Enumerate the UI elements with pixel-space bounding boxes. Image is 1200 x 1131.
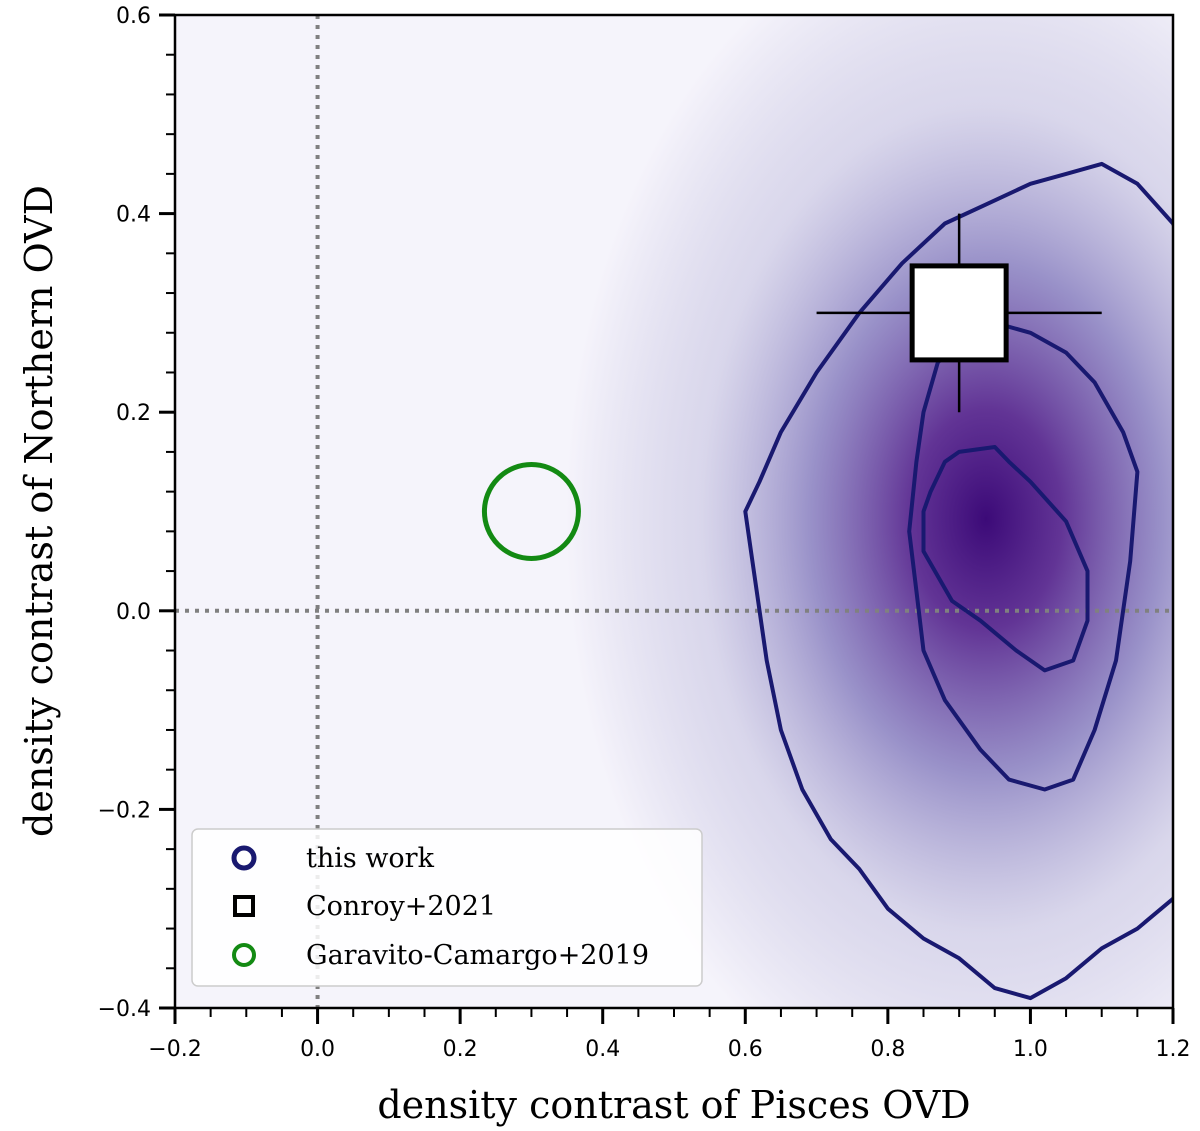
legend-label-garavito: Garavito-Camargo+2019 [306, 940, 649, 971]
legend-marker-conroy [233, 895, 255, 917]
legend-marker-garavito [232, 943, 256, 967]
y-tick-label: 0.2 [116, 401, 151, 426]
x-tick-label: 0.4 [585, 1037, 620, 1062]
marker-garavito-camargo-2019 [481, 462, 581, 561]
x-tick-label: 1.2 [1156, 1037, 1191, 1062]
x-axis-label: density contrast of Pisces OVD [377, 1083, 970, 1127]
marker-conroy-2021 [909, 263, 1009, 363]
y-tick-label: −0.4 [98, 997, 151, 1022]
y-tick-label: 0.4 [116, 203, 151, 228]
legend-label-this-work: this work [306, 843, 435, 874]
x-tick-label: 0.8 [870, 1037, 905, 1062]
contour-inner [921, 445, 1090, 673]
legend: this work Conroy+2021 Garavito-Camargo+2… [191, 828, 703, 987]
y-tick-label: −0.2 [98, 798, 151, 823]
x-tick-label: 0.2 [443, 1037, 478, 1062]
legend-label-conroy: Conroy+2021 [306, 891, 496, 922]
x-tick-label: 1.0 [1013, 1037, 1048, 1062]
y-axis-label: density contrast of Northern OVD [17, 185, 61, 837]
y-tick-label: 0.0 [116, 600, 151, 625]
legend-marker-this-work [231, 845, 257, 871]
x-tick-label: −0.2 [148, 1037, 201, 1062]
x-tick-label: 0.0 [300, 1037, 335, 1062]
y-tick-label: 0.6 [116, 4, 151, 29]
legend-box [191, 828, 703, 987]
contour-outer [743, 161, 1173, 1001]
x-tick-label: 0.6 [728, 1037, 763, 1062]
contour-middle [907, 320, 1140, 792]
